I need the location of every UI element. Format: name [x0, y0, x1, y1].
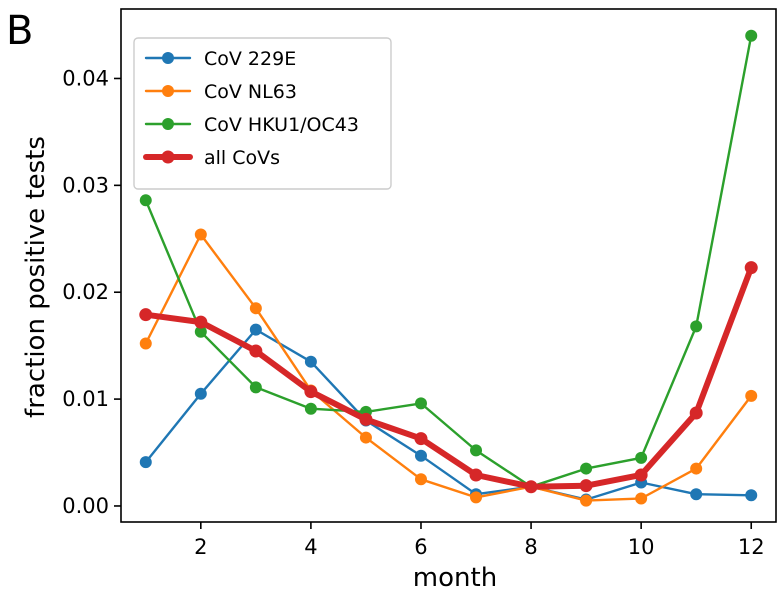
data-point-3-2 — [249, 344, 263, 358]
data-point-3-11 — [744, 261, 758, 275]
data-point-3-0 — [139, 308, 153, 322]
series-group-3 — [139, 261, 758, 494]
panel-label: B — [6, 8, 33, 54]
data-point-3-1 — [194, 315, 208, 329]
data-point-2-11 — [745, 29, 758, 42]
data-point-2-6 — [470, 444, 483, 457]
data-point-0-10 — [690, 488, 703, 501]
data-point-3-6 — [469, 468, 483, 482]
data-point-3-4 — [359, 412, 373, 426]
data-point-0-2 — [249, 323, 262, 336]
x-tick-label-5: 12 — [738, 535, 765, 559]
data-point-2-10 — [690, 320, 703, 333]
data-point-0-1 — [194, 387, 207, 400]
x-axis: 2 4 6 8 10 12 — [194, 522, 765, 559]
series-line-1 — [144, 233, 753, 502]
legend-box — [133, 37, 392, 190]
data-point-0-11 — [745, 489, 758, 502]
series-line-3 — [142, 264, 755, 490]
legend-label-2: CoV HKU1/OC43 — [204, 114, 359, 136]
data-point-0-0 — [139, 456, 152, 469]
data-point-3-9 — [634, 468, 648, 482]
y-axis: 0.00 0.01 0.02 0.03 0.04 — [62, 66, 121, 518]
series-line-0 — [144, 328, 753, 501]
plot-area — [120, 8, 777, 523]
y-tick-label-1: 0.01 — [62, 387, 109, 411]
x-tick-label-3: 8 — [524, 535, 537, 559]
x-tick-label-4: 10 — [628, 535, 655, 559]
data-point-3-10 — [689, 406, 703, 420]
y-axis-label: fraction positive tests — [21, 136, 51, 418]
data-point-1-11 — [745, 389, 758, 402]
y-tick-label-2: 0.02 — [62, 280, 109, 304]
data-point-2-9 — [635, 451, 648, 464]
x-tick-label-0: 2 — [194, 535, 207, 559]
y-tick-label-3: 0.03 — [62, 173, 109, 197]
data-point-1-5 — [414, 473, 427, 486]
x-tick-label-1: 4 — [304, 535, 317, 559]
y-tick-label-0: 0.00 — [62, 494, 109, 518]
legend-marker-0 — [162, 52, 174, 64]
data-point-1-9 — [635, 492, 648, 505]
data-point-2-3 — [304, 402, 317, 415]
x-tick-label-2: 6 — [414, 535, 427, 559]
y-tick-label-4: 0.04 — [62, 66, 109, 90]
data-point-2-8 — [580, 462, 593, 475]
legend-marker-2 — [162, 118, 174, 130]
data-point-2-1 — [194, 325, 207, 338]
series-group-0 — [139, 323, 758, 506]
data-point-3-3 — [304, 385, 318, 399]
data-point-1-10 — [690, 462, 703, 475]
axes-frame — [120, 8, 777, 523]
series-group-1 — [139, 228, 758, 507]
data-point-1-0 — [139, 337, 152, 350]
data-point-1-2 — [249, 302, 262, 315]
legend-label-0: CoV 229E — [204, 48, 296, 70]
legend-marker-1 — [162, 85, 174, 97]
data-point-1-8 — [580, 494, 593, 507]
data-point-2-0 — [139, 194, 152, 207]
legend-marker-3 — [161, 150, 175, 164]
legend-label-3: all CoVs — [204, 147, 280, 169]
x-axis-label: month — [413, 563, 497, 589]
data-point-3-7 — [524, 480, 538, 494]
data-point-0-3 — [304, 355, 317, 368]
data-point-1-1 — [194, 228, 207, 241]
data-point-1-6 — [470, 491, 483, 504]
data-point-3-5 — [414, 432, 428, 446]
data-point-1-4 — [359, 431, 372, 444]
data-point-2-2 — [249, 381, 262, 394]
data-point-2-5 — [414, 397, 427, 410]
data-point-3-8 — [579, 479, 593, 493]
legend-label-1: CoV NL63 — [204, 81, 297, 103]
series-line-2 — [144, 34, 753, 488]
legend: CoV 229E CoV NL63 CoV HKU1/OC43 all CoVs — [133, 37, 392, 190]
data-point-0-5 — [414, 449, 427, 462]
